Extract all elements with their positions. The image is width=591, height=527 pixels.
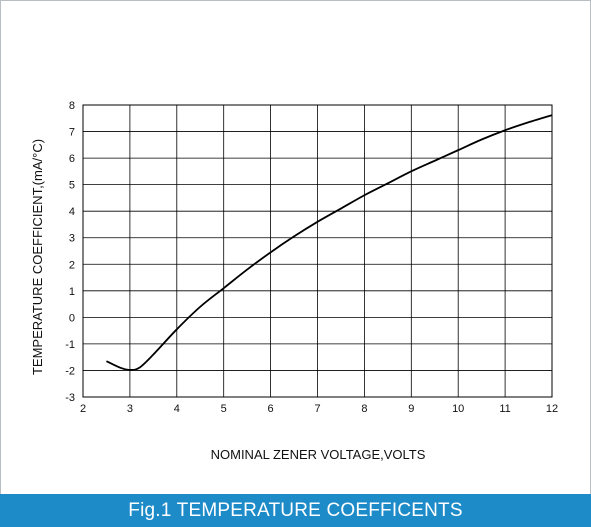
y-tick-label: 0 [69, 312, 75, 324]
y-tick-label: 8 [69, 100, 75, 112]
y-tick-label: 6 [69, 153, 75, 165]
y-tick-label: -3 [65, 392, 75, 404]
y-tick-labels: -3 -2 -1 0 1 2 3 4 5 6 7 8 [65, 100, 75, 404]
x-tick-labels: 2 3 4 5 6 7 8 9 10 11 12 [80, 403, 558, 415]
x-tick-label: 4 [174, 403, 180, 415]
x-tick-label: 2 [80, 403, 86, 415]
y-tick-label: -2 [65, 365, 75, 377]
x-tick-label: 8 [361, 403, 367, 415]
x-tick-label: 9 [408, 403, 414, 415]
x-tick-label: 3 [127, 403, 133, 415]
x-axis-label: NOMINAL ZENER VOLTAGE,VOLTS [211, 447, 426, 462]
y-tick-label: 2 [69, 259, 75, 271]
figure-caption: Fig.1 TEMPERATURE COEFFICENTS [0, 494, 591, 527]
grid-lines [82, 104, 553, 398]
x-tick-label: 6 [268, 403, 274, 415]
x-tick-label: 12 [546, 403, 558, 415]
y-tick-label: -1 [65, 339, 75, 351]
y-tick-label: 4 [69, 206, 75, 218]
plot-area [82, 104, 553, 398]
y-axis-label: TEMPERATURE COEFFICIENT,(mA/°C) [30, 139, 45, 375]
x-tick-label: 10 [452, 403, 464, 415]
y-tick-label: 1 [69, 286, 75, 298]
x-tick-label: 11 [499, 403, 510, 415]
x-tick-label: 5 [221, 403, 227, 415]
y-tick-label: 7 [69, 127, 75, 139]
x-tick-label: 7 [314, 403, 320, 415]
series-line [106, 114, 553, 371]
y-tick-label: 5 [69, 180, 75, 192]
y-tick-label: 3 [69, 233, 75, 245]
